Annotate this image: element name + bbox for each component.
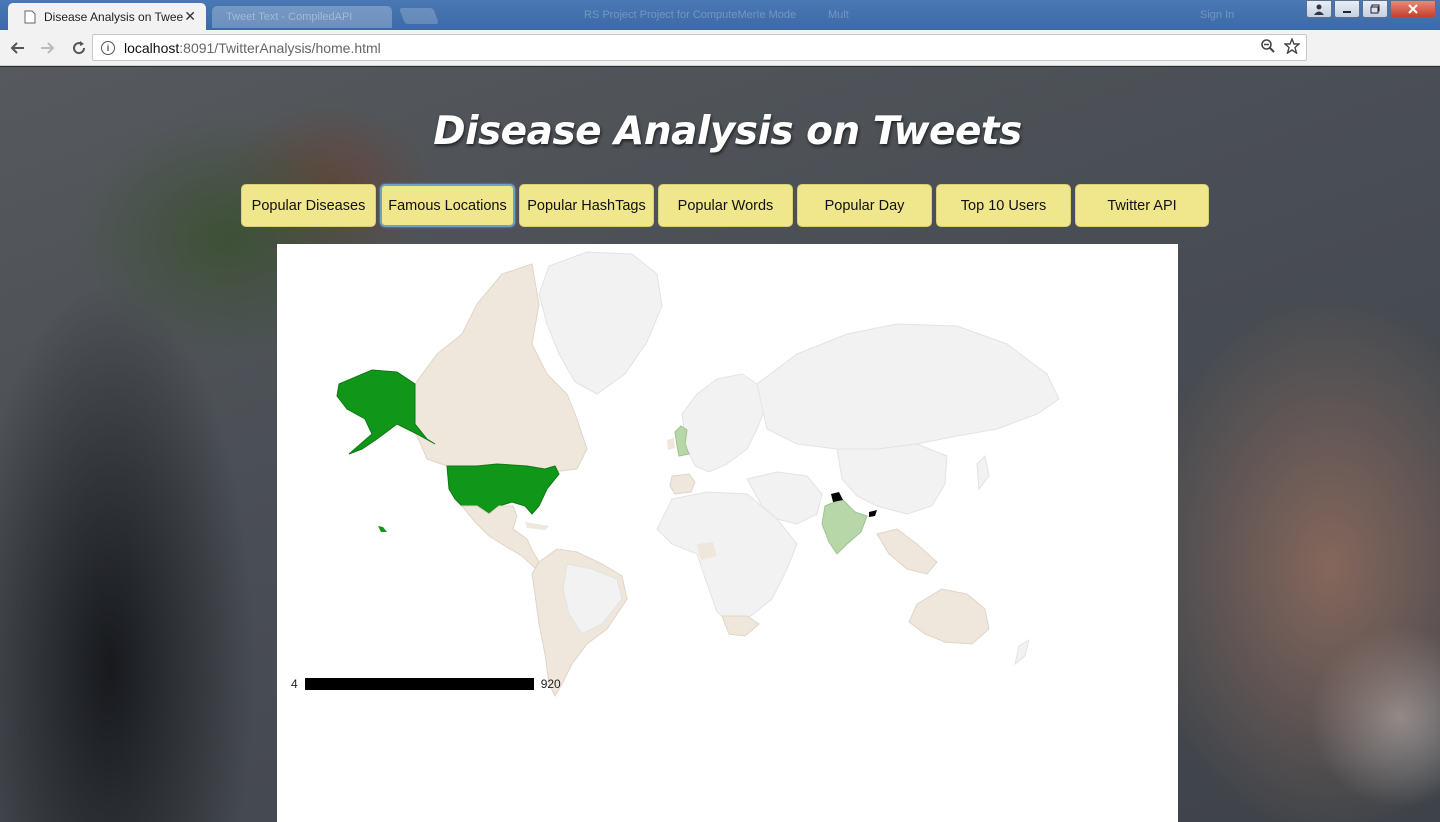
twitter-api-button[interactable]: Twitter API [1075,184,1209,227]
famous-locations-button[interactable]: Famous Locations [380,184,515,227]
region-india[interactable] [821,498,868,555]
region-iberia[interactable] [669,473,696,495]
region-china[interactable] [836,443,948,515]
popular-words-button[interactable]: Popular Words [658,184,793,227]
region-nepal[interactable] [831,492,843,502]
minimize-button[interactable] [1334,0,1360,18]
page-title: Disease Analysis on Tweets [433,109,1022,154]
popular-hashtags-button[interactable]: Popular HashTags [519,184,654,227]
page-body: Disease Analysis on Tweets Popular Disea… [0,67,1440,822]
tab-title: Tweet Text - CompiledAPI [226,11,353,23]
region-brazil[interactable] [562,563,623,635]
reload-icon[interactable] [65,34,93,62]
region-cuba[interactable] [525,522,549,530]
region-nigeria[interactable] [697,542,717,560]
region-bhutan[interactable] [869,510,877,517]
color-axis-legend: 4 920 [291,677,561,691]
browser-toolbar: i localhost:8091/TwitterAnalysis/home.ht… [0,30,1440,87]
tab-title: Disease Analysis on Twee [44,9,184,24]
region-south-africa[interactable] [721,615,760,637]
user-icon[interactable] [1306,0,1332,18]
browser-tab-active[interactable]: Disease Analysis on Twee ✕ [8,3,206,30]
blurred-titlebar-text: Mult [828,9,849,21]
url-text[interactable]: localhost:8091/TwitterAnalysis/home.html [124,39,381,56]
new-tab-button[interactable] [399,8,439,24]
browser-titlebar: Disease Analysis on Twee ✕ Tweet Text - … [0,0,1440,30]
region-australia[interactable] [908,588,990,645]
region-ireland[interactable] [667,438,675,450]
nav-button-row: Popular Diseases Famous Locations Popula… [241,184,1209,227]
popular-day-button[interactable]: Popular Day [797,184,932,227]
legend-min-label: 4 [291,677,298,691]
browser-tab-inactive[interactable]: Tweet Text - CompiledAPI [212,6,392,28]
forward-arrow-icon[interactable] [34,34,62,62]
popular-diseases-button[interactable]: Popular Diseases [241,184,376,227]
window-controls [1306,0,1436,18]
region-united-kingdom[interactable] [674,425,690,457]
region-hawaii[interactable] [378,526,387,532]
region-russia[interactable] [756,323,1060,450]
address-bar[interactable]: i localhost:8091/TwitterAnalysis/home.ht… [92,34,1307,61]
legend-max-label: 920 [540,677,561,691]
maximize-button[interactable] [1362,0,1388,18]
region-new-zealand[interactable] [1014,638,1030,666]
top-10-users-button[interactable]: Top 10 Users [936,184,1071,227]
region-japan[interactable] [976,454,990,491]
close-window-button[interactable] [1390,0,1436,18]
info-icon[interactable]: i [101,40,115,55]
region-greenland[interactable] [538,251,663,395]
region-southeast-asia[interactable] [876,528,938,575]
back-arrow-icon[interactable] [3,34,31,62]
blurred-titlebar-text: RS Project Project for ComputeMerIe Mode [584,9,797,21]
zoom-icon[interactable] [1260,38,1276,58]
page-icon [24,10,36,23]
geo-chart-panel: 4 920 [277,244,1178,822]
world-map [336,251,1060,698]
close-tab-icon[interactable]: ✕ [184,8,196,24]
legend-gradient-bar [304,678,534,690]
region-mexico[interactable] [460,505,540,569]
blurred-titlebar-text: Sign In [1200,9,1235,21]
region-alaska[interactable] [336,369,436,455]
bookmark-star-icon[interactable] [1283,37,1301,58]
region-europe[interactable] [681,373,768,473]
